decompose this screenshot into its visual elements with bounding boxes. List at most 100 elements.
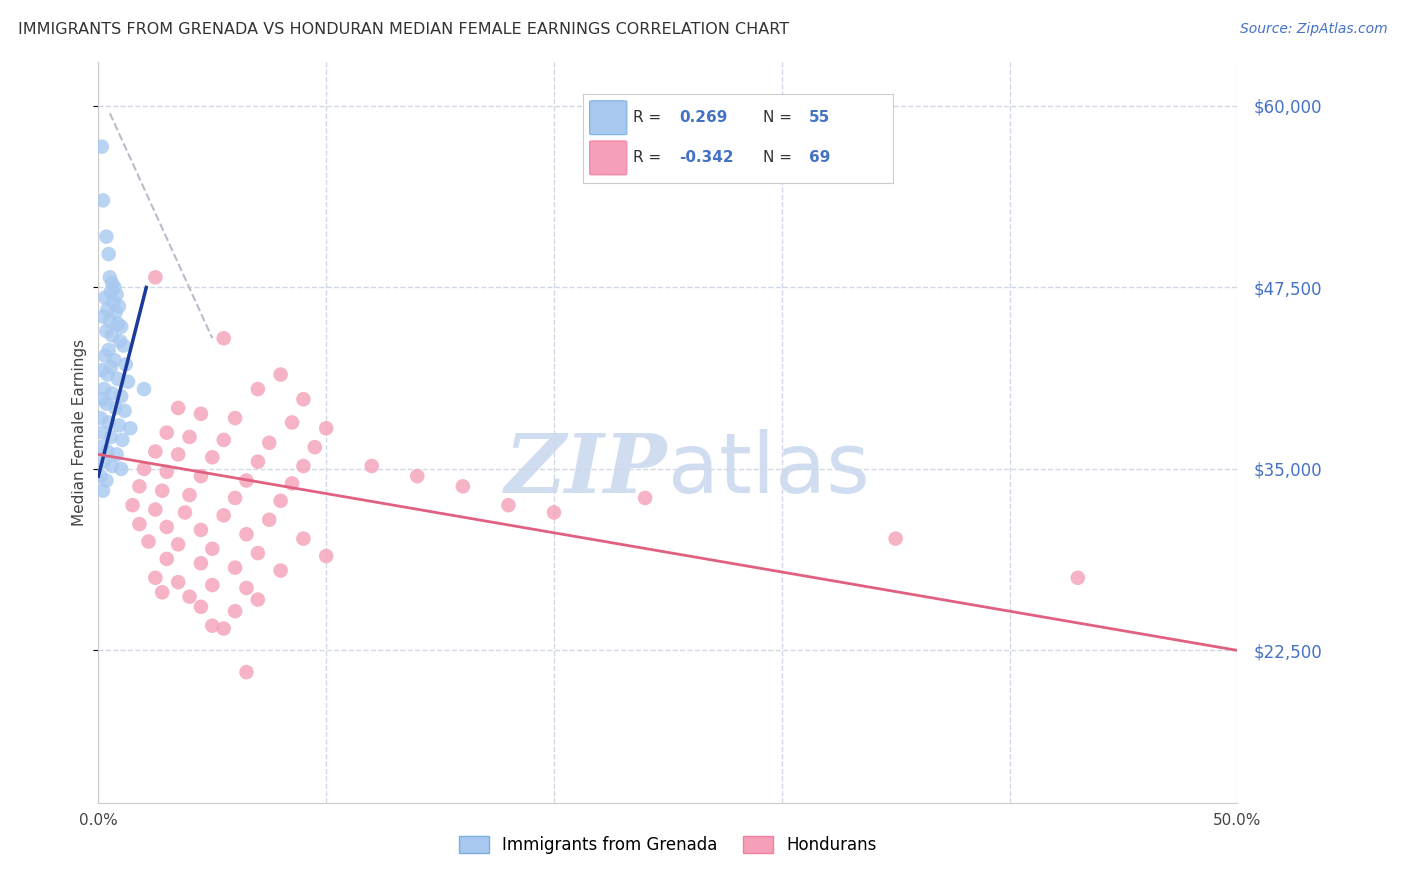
Point (190, 599, 212, 614)
Point (103, 353, 125, 368)
Point (156, 465, 179, 479)
Point (246, 592, 269, 607)
Point (201, 541, 224, 556)
Point (167, 575, 190, 590)
Point (91, 310, 114, 324)
Text: R =: R = (633, 111, 666, 125)
Point (235, 474, 257, 488)
Point (104, 401, 127, 415)
Point (128, 479, 150, 493)
Point (281, 416, 304, 430)
Point (190, 469, 212, 483)
Point (174, 506, 197, 520)
Point (179, 430, 201, 444)
Point (150, 585, 173, 599)
Point (114, 404, 136, 418)
Point (96, 396, 118, 410)
Point (145, 571, 167, 585)
Point (101, 276, 124, 290)
Point (190, 556, 212, 570)
FancyBboxPatch shape (589, 101, 627, 135)
Point (246, 455, 269, 469)
Point (90, 440, 112, 454)
Point (91, 392, 114, 407)
Point (246, 546, 269, 560)
Point (90, 363, 112, 377)
Point (201, 618, 224, 632)
Point (235, 581, 257, 595)
Point (96, 368, 118, 382)
Point (212, 622, 235, 636)
Point (179, 488, 201, 502)
Point (93, 455, 115, 469)
Point (104, 305, 127, 319)
Point (212, 508, 235, 523)
Point (98, 314, 121, 328)
Text: ZIP: ZIP (505, 430, 668, 509)
Point (634, 491, 657, 505)
Point (96, 229, 118, 244)
Point (91, 194, 114, 208)
Point (451, 479, 474, 493)
Point (107, 317, 129, 331)
Point (167, 401, 190, 415)
Point (96, 474, 118, 488)
Point (224, 560, 246, 574)
FancyBboxPatch shape (589, 141, 627, 175)
Point (224, 604, 246, 618)
Point (108, 334, 131, 348)
Point (498, 498, 520, 512)
Point (94, 291, 117, 305)
Point (117, 375, 139, 389)
Point (406, 469, 429, 483)
Point (292, 458, 315, 473)
Point (110, 389, 132, 403)
Point (97, 416, 120, 430)
Point (128, 517, 150, 532)
Text: 69: 69 (810, 151, 831, 165)
Point (110, 319, 132, 334)
Point (212, 433, 235, 447)
Point (156, 552, 179, 566)
Point (97, 343, 120, 357)
Point (94, 349, 117, 363)
Point (259, 435, 281, 450)
Point (90, 469, 112, 483)
Point (235, 665, 257, 680)
Point (93, 382, 115, 396)
Point (100, 285, 122, 299)
Point (121, 498, 143, 512)
Point (97, 247, 120, 261)
Point (90, 139, 112, 153)
Text: R =: R = (633, 151, 666, 165)
Point (108, 418, 131, 433)
Point (179, 590, 201, 604)
Point (190, 523, 212, 537)
Point (91, 425, 114, 440)
Point (156, 425, 179, 440)
Point (315, 549, 337, 563)
Point (201, 450, 224, 465)
Point (105, 287, 128, 301)
Point (292, 532, 315, 546)
Point (132, 462, 155, 476)
Text: Source: ZipAtlas.com: Source: ZipAtlas.com (1240, 22, 1388, 37)
Y-axis label: Median Female Earnings: Median Female Earnings (72, 339, 87, 526)
Text: 0.269: 0.269 (679, 111, 728, 125)
Text: N =: N = (763, 151, 797, 165)
Point (108, 299, 131, 313)
Point (112, 338, 135, 352)
Point (120, 421, 142, 435)
Text: N =: N = (763, 111, 797, 125)
Text: atlas: atlas (668, 429, 869, 510)
Point (884, 532, 907, 546)
Point (103, 295, 125, 310)
Point (315, 421, 337, 435)
Point (101, 458, 124, 473)
Point (101, 328, 124, 343)
Point (304, 440, 326, 454)
Point (132, 382, 155, 396)
Point (201, 578, 224, 592)
Point (98, 270, 121, 285)
Point (543, 506, 565, 520)
